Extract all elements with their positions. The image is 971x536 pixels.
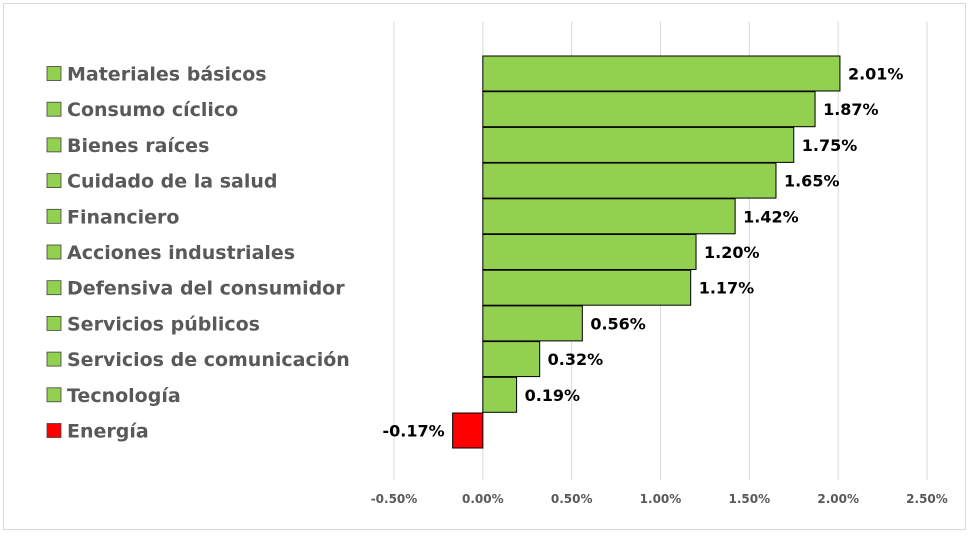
legend-label: Cuidado de la salud xyxy=(67,171,278,193)
legend-swatch xyxy=(46,280,62,296)
data-label: 1.17% xyxy=(699,279,755,298)
bar xyxy=(452,412,484,449)
bars xyxy=(452,55,841,449)
data-label: 1.65% xyxy=(784,172,840,191)
data-label: 0.19% xyxy=(525,386,581,405)
bar xyxy=(482,376,518,413)
legend-label: Energía xyxy=(67,421,149,443)
legend-swatch xyxy=(46,208,62,224)
legend-swatch xyxy=(46,351,62,367)
bar xyxy=(482,91,816,128)
bar xyxy=(482,269,692,306)
data-labels: 2.01% 1.87% 1.75% 1.65% 1.42% 1.20% 1.17% 0.56%… xyxy=(382,65,903,441)
bar xyxy=(482,305,583,342)
x-tick-label: 1.50% xyxy=(729,492,771,506)
bar xyxy=(482,198,736,235)
x-tick-label: 0.00% xyxy=(462,492,504,506)
legend-swatch xyxy=(46,66,62,81)
data-label: 2.01% xyxy=(848,65,904,84)
x-tick-label: 1.00% xyxy=(640,492,682,506)
legend-label: Materiales básicos xyxy=(67,64,267,86)
legend-swatch xyxy=(46,387,62,403)
x-tick-label: -0.50% xyxy=(371,492,418,506)
data-label: 1.87% xyxy=(823,100,879,119)
data-label: -0.17% xyxy=(382,422,444,441)
data-label: 1.42% xyxy=(743,207,799,226)
data-label: 1.20% xyxy=(704,243,760,262)
bar xyxy=(482,55,841,92)
data-label: 0.56% xyxy=(590,314,646,333)
legend-label: Acciones industriales xyxy=(67,242,295,264)
legend-label: Financiero xyxy=(67,206,179,228)
legend-swatch xyxy=(46,423,62,438)
legend-label: Servicios públicos xyxy=(67,313,260,335)
legend: Materiales básicos Consumo cíclico Bienes … xyxy=(46,64,350,443)
legend-swatch xyxy=(46,101,62,117)
legend-label: Defensiva del consumidor xyxy=(67,278,345,300)
legend-swatch xyxy=(46,137,62,153)
bar xyxy=(482,162,777,199)
legend-label: Tecnología xyxy=(67,385,181,407)
data-label: 0.32% xyxy=(548,350,604,369)
x-tick-label: 0.50% xyxy=(551,492,593,506)
data-label: 1.75% xyxy=(802,136,858,155)
x-tick-label: 2.50% xyxy=(906,492,948,506)
x-axis-ticks: -0.50% 0.00% 0.50% 1.00% 1.50% 2.00% 2.50% xyxy=(371,492,948,506)
legend-swatch xyxy=(46,173,62,189)
bar xyxy=(482,126,795,163)
legend-label: Servicios de comunicación xyxy=(67,349,350,371)
bar xyxy=(482,341,541,378)
legend-swatch xyxy=(46,315,62,331)
bar xyxy=(482,234,697,270)
legend-label: Consumo cíclico xyxy=(67,99,238,121)
x-tick-label: 2.00% xyxy=(817,492,859,506)
legend-label: Bienes raíces xyxy=(67,135,209,157)
legend-swatch xyxy=(46,244,62,260)
